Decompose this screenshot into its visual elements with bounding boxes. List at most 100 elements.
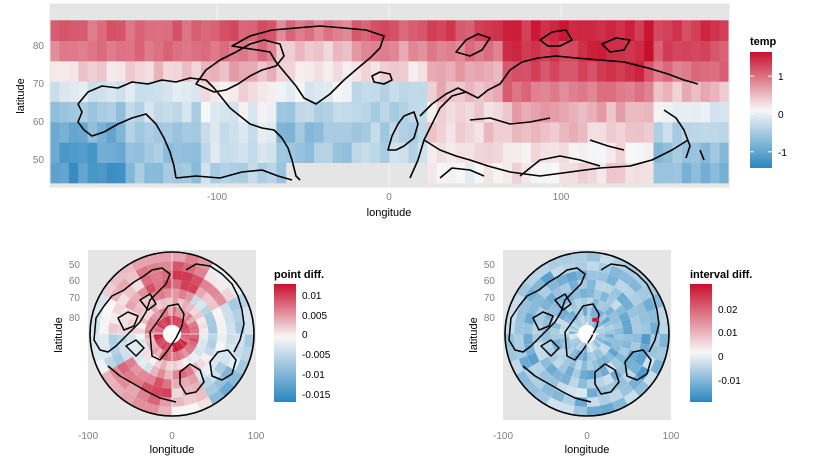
polar-cell [590, 341, 597, 352]
polar-cell [130, 292, 143, 305]
heatmap-cell [662, 40, 673, 62]
polar-cell [594, 324, 605, 331]
heatmap-cell [285, 40, 296, 62]
heatmap-cell [672, 121, 683, 143]
heatmap-cell [559, 60, 570, 82]
heatmap-cell [323, 142, 334, 163]
heatmap-cell [568, 101, 579, 123]
polar-cell [608, 265, 624, 279]
polar-cell [612, 338, 623, 347]
polar-cell [214, 315, 226, 327]
polar-cell [557, 361, 569, 374]
heatmap-cell [172, 121, 183, 143]
polar-cell [165, 342, 171, 352]
heatmap-cell [370, 60, 381, 82]
coast-eurasia [409, 55, 699, 179]
heatmap-cell [68, 142, 79, 163]
polar-cell [604, 334, 615, 339]
polar-cell [531, 374, 547, 390]
heatmap-cell [116, 20, 126, 41]
polar-cell [587, 387, 599, 398]
polar-cell [231, 309, 244, 323]
y-tick-label: 70 [69, 293, 81, 304]
polar-cell [178, 349, 186, 360]
heatmap-cell [606, 121, 617, 143]
x-tick-label: 100 [553, 192, 570, 203]
polar-cell [119, 262, 136, 279]
polar-cell [616, 363, 629, 376]
polar-cell [192, 310, 204, 321]
heatmap-cell [493, 162, 504, 184]
heatmap-cell [50, 20, 60, 41]
polar-cell [587, 342, 591, 353]
polar-cell [162, 378, 172, 389]
heatmap-cell [153, 162, 164, 184]
polar-cell [220, 287, 236, 303]
heatmap-cell [596, 81, 607, 102]
heatmap-cell [276, 101, 287, 123]
polar-cell [132, 304, 145, 316]
polar-cell [123, 285, 137, 299]
polar-cell [559, 334, 570, 339]
heatmap-cell [323, 40, 334, 62]
heatmap-cell [351, 142, 362, 163]
heatmap-cell [474, 60, 485, 82]
coast-kamchatka [663, 109, 705, 161]
polar-cell [573, 339, 582, 348]
heatmap-cell [116, 60, 126, 82]
heatmap-cell [474, 121, 485, 143]
polar-cell [183, 393, 197, 406]
polar-cell [587, 405, 602, 416]
x-tick-label: 0 [386, 192, 392, 203]
polar-cell [189, 351, 200, 362]
heatmap-cell [521, 142, 532, 163]
polar-cell [158, 320, 167, 329]
heatmap-cell [540, 40, 551, 62]
heatmap-cell [710, 162, 720, 184]
polar-cell [214, 341, 226, 353]
heatmap-cell [68, 60, 79, 82]
heatmap-cell [210, 101, 221, 123]
heatmap-cell [229, 81, 240, 102]
heatmap-cell [596, 60, 607, 82]
heatmap-cell [370, 101, 381, 123]
heatmap-cell [634, 162, 645, 184]
polar-cell [596, 299, 606, 311]
heatmap-cell [68, 20, 79, 41]
heatmap-cell [87, 40, 98, 62]
heatmap-cell [681, 121, 692, 143]
polar-cell [94, 358, 109, 375]
heatmap-cell [719, 40, 729, 62]
heatmap-cell [483, 81, 494, 102]
polar-cell [579, 288, 587, 299]
polar-cell [194, 286, 208, 300]
heatmap-cell [455, 60, 466, 82]
heatmap-cell [587, 20, 598, 41]
polar-cell [614, 352, 627, 364]
heatmap-cell [596, 20, 607, 41]
polar-cell [127, 318, 138, 328]
polar-cell [116, 293, 131, 307]
heatmap-cell [672, 162, 683, 184]
heatmap-cell [446, 162, 456, 184]
legend-label: 0.01 [718, 328, 738, 339]
heatmap-cell [700, 162, 711, 184]
coast-eurasia [185, 263, 245, 353]
heatmap-cell [578, 121, 588, 143]
polar-cell [185, 354, 196, 366]
polar-cell [116, 278, 132, 294]
heatmap-cell [59, 81, 70, 102]
polar-cell [587, 315, 591, 326]
polar-cell [130, 363, 143, 376]
polar-cell [587, 261, 600, 272]
heatmap-cell [238, 20, 249, 41]
heatmap-cell [436, 101, 447, 123]
x-axis-ticks: -100 0 100 [493, 431, 680, 442]
plot-frame [49, 3, 730, 188]
polar-cell [142, 361, 154, 374]
heatmap-cell [502, 40, 513, 62]
heatmap-cell [625, 20, 636, 41]
heatmap-cell [549, 101, 560, 123]
polar-cell [135, 265, 151, 279]
legend-label: -0.015 [302, 390, 331, 401]
